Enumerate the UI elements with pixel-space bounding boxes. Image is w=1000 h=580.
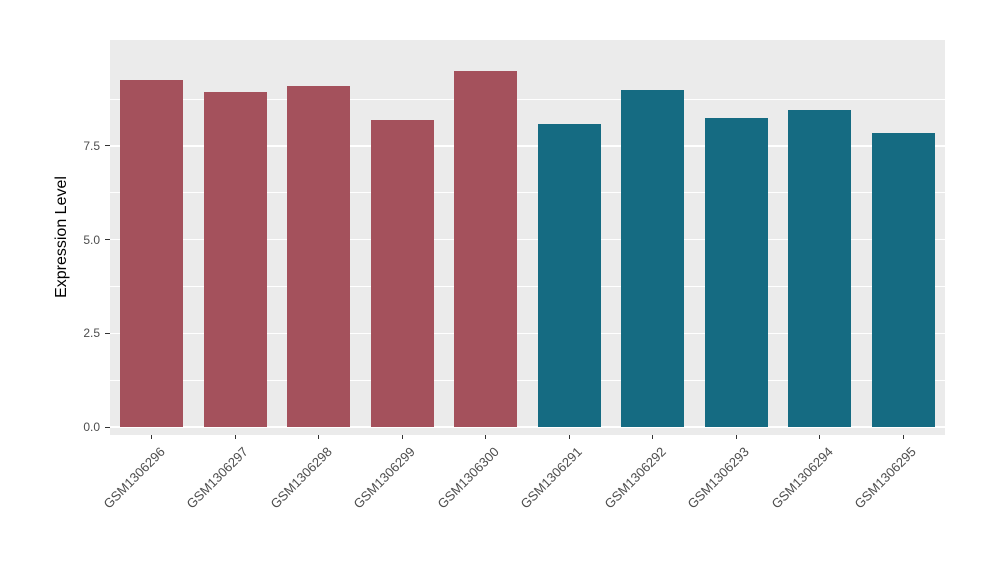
y-axis-tick <box>105 332 110 334</box>
x-axis-tick <box>485 435 487 439</box>
y-tick-label: 5.0 <box>83 232 100 247</box>
bar-GSM1306298 <box>287 86 351 427</box>
bar-slot <box>110 40 194 427</box>
x-axis-tick <box>234 435 236 439</box>
bar-GSM1306291 <box>537 123 601 427</box>
major-gridline <box>110 238 945 241</box>
major-gridline <box>110 332 945 335</box>
x-tick-label: GSM1306294 <box>768 444 836 512</box>
x-tick-label: GSM1306300 <box>434 444 502 512</box>
x-tick-label: GSM1306297 <box>183 444 251 512</box>
bar-slot <box>778 40 862 427</box>
x-tick-label: GSM1306295 <box>851 444 919 512</box>
x-axis-tick <box>735 435 737 439</box>
minor-gridline <box>110 379 945 381</box>
y-tick-label: 0.0 <box>83 420 100 434</box>
bar-GSM1306293 <box>704 117 768 427</box>
bar-GSM1306294 <box>788 110 852 427</box>
bar-slot <box>277 40 361 427</box>
y-axis-tick <box>105 426 110 428</box>
bar-GSM1306292 <box>621 89 685 427</box>
major-gridline <box>110 426 945 428</box>
minor-gridline <box>110 98 945 100</box>
x-tick-label: GSM1306291 <box>517 444 585 512</box>
x-tick-label: GSM1306293 <box>684 444 752 512</box>
minor-gridline <box>110 286 945 287</box>
x-axis-tick <box>151 435 153 439</box>
x-tick-label: GSM1306296 <box>100 444 168 512</box>
x-axis-tick <box>652 435 654 439</box>
bar-slot <box>361 40 445 427</box>
x-axis-tick <box>568 435 570 439</box>
bar-GSM1306295 <box>871 132 935 427</box>
plot-panel <box>110 40 945 435</box>
bar-slot <box>695 40 779 427</box>
x-tick-label: GSM1306299 <box>350 444 418 512</box>
bar-slot <box>862 40 946 427</box>
bar-slot <box>528 40 612 427</box>
bar-GSM1306300 <box>454 71 518 427</box>
bar-GSM1306299 <box>370 119 434 427</box>
bar-slot <box>444 40 528 427</box>
bar-slot <box>611 40 695 427</box>
minor-gridline <box>110 192 945 194</box>
bar-GSM1306297 <box>203 91 267 427</box>
y-axis-tick <box>105 239 110 241</box>
y-axis-tick <box>105 145 110 147</box>
x-axis-tick <box>819 435 821 439</box>
bar-GSM1306296 <box>120 80 184 427</box>
x-tick-label: GSM1306298 <box>267 444 335 512</box>
y-tick-label: 7.5 <box>83 138 100 153</box>
x-axis-tick <box>318 435 320 439</box>
y-tick-label: 2.5 <box>83 326 100 341</box>
x-tick-label: GSM1306292 <box>601 444 669 512</box>
bar-slot <box>194 40 278 427</box>
x-axis-tick <box>401 435 403 439</box>
major-gridline <box>110 145 945 147</box>
x-axis-tick <box>902 435 904 439</box>
bars-container <box>110 40 945 435</box>
